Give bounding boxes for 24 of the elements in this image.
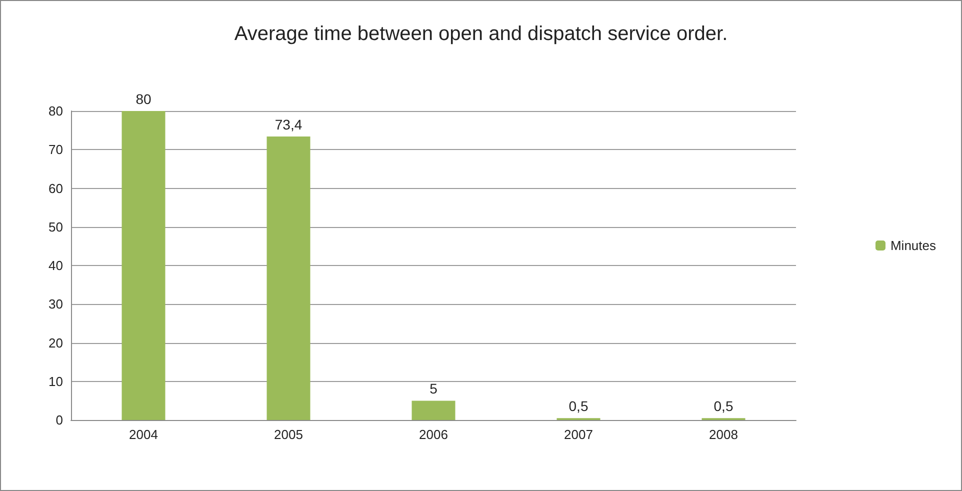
data-label: 5 bbox=[430, 380, 438, 397]
y-tick-label: 20 bbox=[48, 335, 63, 350]
data-label: 0,5 bbox=[568, 398, 588, 414]
y-tick-label: 10 bbox=[48, 374, 63, 389]
y-tick-label: 50 bbox=[48, 219, 63, 234]
x-tick-label: 2008 bbox=[709, 427, 738, 442]
y-tick-label: 60 bbox=[48, 180, 63, 196]
data-label: 0,5 bbox=[714, 398, 734, 414]
chart-title: Average time between open and dispatch service order. bbox=[234, 23, 728, 45]
y-tick-label: 30 bbox=[48, 296, 63, 312]
legend-label: Minutes bbox=[890, 238, 936, 253]
y-tick-label: 80 bbox=[48, 104, 63, 118]
y-tick-label: 70 bbox=[48, 142, 63, 158]
x-tick-label: 2005 bbox=[274, 427, 303, 442]
x-tick-label: 2004 bbox=[129, 427, 158, 442]
data-label: 73,4 bbox=[274, 116, 302, 132]
y-tick-label: 0 bbox=[56, 412, 63, 428]
x-tick-label: 2007 bbox=[564, 427, 593, 442]
bar bbox=[122, 111, 166, 420]
x-tick-label: 2006 bbox=[419, 427, 448, 442]
data-label: 80 bbox=[136, 91, 152, 107]
bar bbox=[412, 400, 456, 420]
y-tick-label: 40 bbox=[48, 258, 63, 273]
bar bbox=[266, 136, 310, 420]
